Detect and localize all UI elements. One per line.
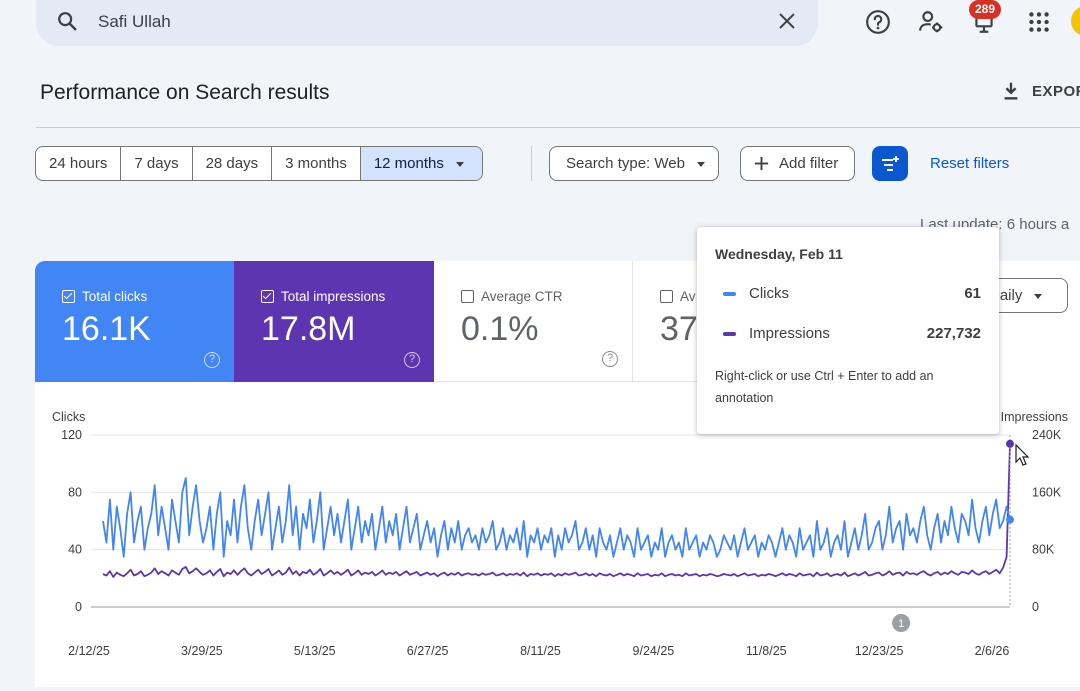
cursor-icon [1015, 443, 1030, 466]
x-tick-label: 12/23/25 [855, 644, 904, 658]
tooltip-date: Wednesday, Feb 11 [715, 246, 843, 262]
series-line-impressions [102, 443, 1011, 578]
close-icon[interactable] [776, 10, 798, 32]
add-filter-label: Add filter [779, 155, 839, 172]
add-filter-button[interactable]: Add filter [740, 146, 856, 181]
search-bar[interactable]: Safi Ullah [36, 0, 818, 46]
filter-separator [531, 146, 532, 181]
reset-filters-link[interactable]: Reset filters [930, 155, 1010, 172]
help-icon[interactable]: ? [602, 351, 618, 367]
x-tick-label: 11/8/25 [746, 644, 787, 658]
download-icon [1004, 82, 1018, 100]
top-bar: Safi Ullah 289 [0, 0, 1080, 46]
range-7-days[interactable]: 7 days [121, 147, 193, 180]
tooltip-clicks-value: 61 [964, 285, 981, 302]
metric-total-clicks[interactable]: Total clicks 16.1K ? [35, 261, 234, 382]
performance-chart[interactable]: 0 0 40 80K 80 160K 120 240K Clicks Impressions 2/1… [35, 400, 1080, 670]
annotation-marker [892, 614, 911, 632]
checkbox[interactable] [261, 290, 274, 303]
help-icon[interactable] [865, 9, 891, 35]
metric-label: Av [680, 289, 696, 304]
search-icon[interactable] [56, 10, 78, 32]
chevron-down-icon [696, 161, 705, 167]
search-input[interactable]: Safi Ullah [98, 12, 171, 31]
metric-value: 16.1K [62, 310, 151, 348]
series-line-clicks [102, 477, 1011, 558]
left-axis-label: Clicks [52, 410, 85, 424]
checkbox[interactable] [461, 290, 474, 303]
user-settings-icon[interactable] [918, 9, 944, 35]
left-tick-label: 120 [61, 428, 82, 442]
tooltip-impressions-value: 227,732 [926, 325, 981, 342]
page-title: Performance on Search results [40, 81, 330, 104]
checkbox[interactable] [660, 290, 673, 303]
x-tick-label: 2/6/26 [975, 644, 1010, 658]
left-tick-label: 40 [68, 543, 82, 557]
date-range-selector: 24 hours 7 days 28 days 3 months 12 mont… [35, 146, 483, 181]
x-tick-label: 6/27/25 [407, 644, 449, 658]
range-3-months[interactable]: 3 months [272, 147, 361, 180]
x-tick-label: 8/11/25 [520, 644, 561, 658]
right-tick-label: 80K [1032, 543, 1055, 557]
header-divider [36, 127, 1080, 128]
metric-total-impressions[interactable]: Total impressions 17.8M ? [234, 261, 434, 382]
chevron-down-icon [1034, 293, 1043, 299]
range-12-months-label: 12 months [373, 155, 444, 172]
x-tick-label: 3/29/25 [181, 644, 223, 658]
avatar[interactable] [1071, 6, 1080, 36]
range-12-months[interactable]: 12 months [360, 147, 482, 180]
metric-value: 17.8M [261, 310, 356, 348]
tooltip-impressions-label: Impressions [749, 325, 830, 342]
apps-icon[interactable] [1026, 9, 1052, 35]
metric-value: 0.1% [461, 310, 539, 348]
plus-icon [754, 156, 769, 171]
filter-icon [882, 156, 899, 171]
chevron-down-icon [455, 161, 464, 167]
tooltip-clicks-label: Clicks [749, 285, 789, 302]
right-tick-label: 240K [1032, 428, 1062, 442]
annotation-label: 1 [898, 618, 904, 630]
metric-label: Total clicks [82, 289, 148, 304]
clicks-swatch [723, 292, 736, 296]
range-24-hours[interactable]: 24 hours [36, 147, 122, 180]
filter-options-button[interactable] [872, 146, 908, 181]
right-axis-label: Impressions [1001, 410, 1068, 424]
notifications-badge: 289 [969, 0, 1001, 19]
search-type-label: Search type: Web [566, 155, 685, 172]
export-label: EXPOR [1032, 83, 1080, 100]
search-type-filter[interactable]: Search type: Web [549, 146, 719, 181]
hover-point-clicks [1006, 515, 1014, 524]
x-tick-label: 9/24/25 [633, 644, 675, 658]
metric-label: Average CTR [481, 289, 563, 304]
checkbox[interactable] [62, 290, 75, 303]
chart-tooltip: Wednesday, Feb 11 Clicks 61 Impressions … [697, 227, 999, 434]
metric-average-ctr[interactable]: Average CTR 0.1% ? [434, 261, 633, 382]
right-tick-label: 0 [1032, 600, 1039, 614]
help-icon[interactable]: ? [204, 352, 220, 368]
metric-label: Total impressions [281, 289, 386, 304]
range-28-days[interactable]: 28 days [193, 147, 273, 180]
left-tick-label: 80 [68, 485, 82, 499]
impressions-swatch [723, 332, 736, 336]
tooltip-hint: Right-click or use Ctrl + Enter to add a… [715, 369, 934, 405]
hover-point-impressions [1006, 439, 1014, 448]
right-tick-label: 160K [1032, 485, 1062, 499]
x-tick-label: 2/12/25 [68, 644, 110, 658]
x-tick-label: 5/13/25 [294, 644, 336, 658]
help-icon[interactable]: ? [404, 352, 420, 368]
left-tick-label: 0 [75, 600, 82, 614]
